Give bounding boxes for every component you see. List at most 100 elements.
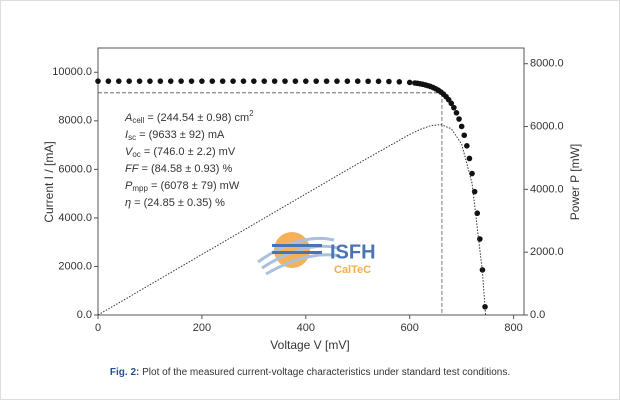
logo-sub: CalTeC (334, 264, 371, 276)
iv-point (453, 110, 460, 116)
iv-point (344, 78, 351, 84)
iv-point (323, 78, 330, 84)
logo-stripe (272, 251, 322, 254)
iv-point (313, 78, 319, 84)
iv-point (469, 170, 475, 177)
iv-point (219, 78, 226, 84)
iv-point (261, 78, 268, 84)
iv-point (334, 78, 340, 84)
iv-point (482, 303, 488, 310)
x-tick-label: 0 (95, 322, 101, 334)
annotation-sub: oc (132, 150, 140, 159)
iv-point (178, 78, 184, 84)
iv-point (461, 132, 468, 139)
caption-text: Plot of the measured current-voltage cha… (139, 367, 510, 378)
annotation-symbol: A (124, 112, 132, 124)
y-tick-label: 0.0 (77, 309, 92, 321)
iv-point (303, 78, 309, 84)
iv-point (365, 78, 371, 85)
iv-point (386, 78, 392, 85)
annotation-text: = (6078 ± 79) mW (148, 180, 240, 192)
annotation-text: = (746.0 ± 2.2) mV (141, 146, 236, 158)
x-axis-label: Voltage V [mV] (270, 338, 349, 352)
iv-point (375, 78, 382, 85)
y2-tick-label: 4000.0 (530, 183, 564, 195)
annotation-sub: sc (128, 133, 136, 142)
iv-point (466, 155, 473, 162)
y2-tick-label: 6000.0 (530, 120, 564, 132)
y-tick-label: 10000.0 (52, 66, 92, 78)
iv-point (230, 78, 236, 84)
iv-point (251, 78, 257, 84)
iv-point (136, 78, 143, 84)
iv-point (271, 78, 278, 84)
annotation-symbol: V (125, 146, 134, 158)
iv-point (126, 78, 132, 84)
annotation-text: = (9633 ± 92) mA (136, 129, 225, 141)
iv-point (458, 123, 465, 130)
annotation-text: = (24.85 ± 0.35) % (131, 197, 225, 209)
iv-point (477, 236, 483, 242)
y-axis-label: Current I / [mA] (42, 141, 56, 222)
annotation: Acell = (244.54 ± 0.98) cm2 (124, 109, 254, 125)
iv-point (115, 78, 122, 84)
annotation: Pmpp = (6078 ± 79) mW (125, 180, 240, 193)
iv-point (209, 78, 216, 84)
iv-point (95, 78, 101, 84)
iv-point (451, 104, 457, 111)
annotation-symbol: η (125, 197, 131, 209)
annotation-symbol: FF (125, 163, 140, 175)
logo-name: ISFH (330, 241, 376, 263)
caption: Fig. 2: Plot of the measured current-vol… (110, 367, 510, 378)
annotation-symbol: P (125, 180, 133, 192)
annotation: FF = (84.58 ± 0.93) % (125, 163, 232, 175)
logo: ISFH CalTeC (257, 232, 376, 276)
x-tick-label: 400 (297, 322, 315, 334)
iv-point (188, 78, 195, 84)
annotation-text: = (84.58 ± 0.93) % (138, 163, 232, 175)
iv-point (456, 116, 462, 122)
plot-frame (97, 47, 525, 316)
iv-point (292, 78, 299, 84)
annotation-sup: 2 (249, 109, 254, 118)
y2-tick-label: 0.0 (530, 309, 545, 321)
y-tick-label: 4000.0 (58, 212, 92, 224)
iv-point (105, 78, 112, 84)
iv-point (282, 78, 288, 84)
iv-point (199, 78, 205, 84)
annotation: η = (24.85 ± 0.35) % (125, 197, 225, 209)
annotation-sub: mpp (132, 184, 148, 193)
annotation-text: = (244.54 ± 0.98) cm (144, 112, 249, 124)
annotation-sub: cell (132, 116, 144, 125)
logo-waves (257, 236, 341, 276)
iv-point (479, 267, 486, 273)
iv-point (147, 78, 153, 84)
y2-axis-label: Power P [mW] (568, 144, 582, 220)
iv-point (240, 78, 247, 84)
iv-point (167, 78, 174, 84)
iv-point (406, 79, 413, 86)
y-tick-label: 6000.0 (58, 163, 92, 175)
iv-point (471, 188, 478, 195)
logo-stripe (272, 244, 322, 247)
y-tick-label: 8000.0 (58, 115, 92, 127)
y-tick-label: 2000.0 (58, 260, 92, 272)
y2-tick-label: 2000.0 (530, 246, 564, 258)
iv-point (396, 79, 403, 85)
caption-label: Fig. 2: (110, 367, 139, 378)
x-tick-label: 600 (401, 322, 419, 334)
x-tick-label: 800 (504, 322, 522, 334)
iv-point (464, 143, 470, 149)
annotation-symbol: I (125, 129, 128, 141)
annotation: Isc = (9633 ± 92) mA (125, 129, 225, 142)
x-tick-label: 200 (193, 322, 211, 334)
iv-point (354, 78, 361, 85)
iv-point (474, 210, 481, 217)
y2-tick-label: 8000.0 (530, 58, 564, 70)
iv-point (157, 78, 164, 84)
power-curve (97, 124, 487, 316)
iv-point (448, 100, 455, 107)
annotation: Voc = (746.0 ± 2.2) mV (125, 146, 236, 159)
